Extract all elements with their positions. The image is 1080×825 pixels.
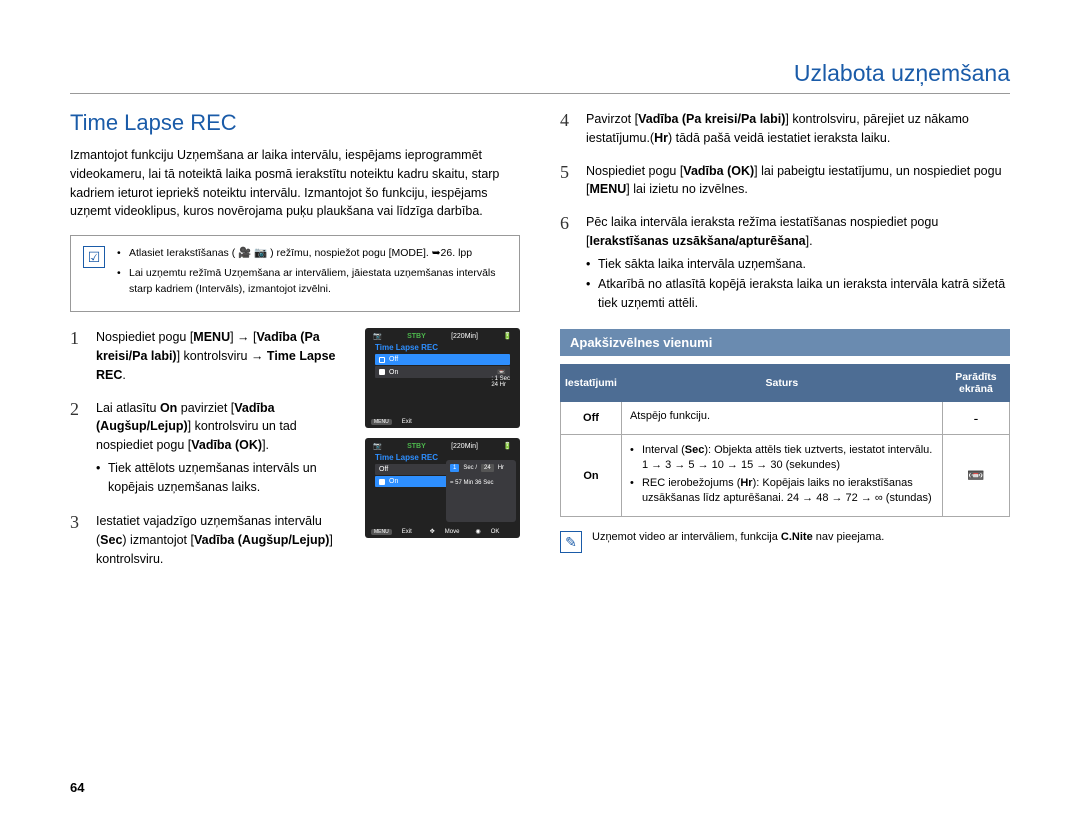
menu-row-off: Off [375, 354, 510, 365]
step-number: 2 [70, 399, 86, 499]
menu-row-on: On📼: 1 Sec24 Hr [375, 366, 510, 378]
table-row: On Interval (Sec): Objekta attēls tiek u… [561, 434, 1010, 517]
step-body: Pavirzot [Vadība (Pa kreisi/Pa labi)] ko… [586, 110, 1010, 148]
overlay-panel: 1Sec /24Hr = 57 Min 36 Sec [446, 460, 516, 522]
sub-item: Atkarībā no atlasītā kopējā ieraksta lai… [586, 275, 1010, 313]
note-list: Atlasiet Ierakstīšanas ( 🎥 📷 ) režīmu, n… [117, 246, 507, 301]
screenshots: 📷 STBY [220Min] 🔋 Time Lapse REC Off On📼… [365, 328, 520, 538]
footnote: ✎ Uzņemot video ar intervāliem, funkcija… [560, 531, 1010, 553]
step-number: 5 [560, 162, 576, 200]
step-body: Nospiediet pogu [Vadība (OK)] lai pabeig… [586, 162, 1010, 200]
step-2: 2 Lai atlasītu On pavirziet [Vadība (Aug… [70, 399, 355, 499]
step-body: Pēc laika intervāla ieraksta režīma iest… [586, 213, 1010, 315]
camera-screen-1: 📷 STBY [220Min] 🔋 Time Lapse REC Off On📼… [365, 328, 520, 428]
content-columns: Time Lapse REC Izmantojot funkciju Uzņem… [70, 110, 1010, 583]
settings-table: Iestatījumi Saturs Parādīts ekrānā Off A… [560, 364, 1010, 518]
step-number: 6 [560, 213, 576, 315]
left-steps: 1 Nospiediet pogu [MENU] → [Vadība (Pa k… [70, 328, 355, 582]
note-item: Atlasiet Ierakstīšanas ( 🎥 📷 ) režīmu, n… [117, 246, 507, 262]
step-6: 6 Pēc laika intervāla ieraksta režīma ie… [560, 213, 1010, 315]
step-body: Iestatiet vajadzīgo uzņemšanas intervālu… [96, 512, 355, 568]
step-body: Nospiediet pogu [MENU] → [Vadība (Pa kre… [96, 328, 355, 384]
left-column: Time Lapse REC Izmantojot funkciju Uzņem… [70, 110, 520, 583]
sub-item: Tiek attēlots uzņemšanas intervāls un ko… [96, 459, 355, 497]
step-number: 1 [70, 328, 86, 384]
step-1: 1 Nospiediet pogu [MENU] → [Vadība (Pa k… [70, 328, 355, 384]
submenu-title: Apakšizvēlnes vienumi [560, 329, 1010, 356]
page-header: Uzlabota uzņemšana [70, 60, 1010, 94]
intro-text: Izmantojot funkciju Uzņemšana ar laika i… [70, 146, 520, 221]
step-number: 4 [560, 110, 576, 148]
step-3: 3 Iestatiet vajadzīgo uzņemšanas intervā… [70, 512, 355, 568]
note-item: Lai uzņemtu režīmā Uzņemšana ar intervāl… [117, 266, 507, 298]
info-icon: ✎ [560, 531, 582, 553]
chapter-title: Uzlabota uzņemšana [794, 60, 1010, 86]
note-box: ☑ Atlasiet Ierakstīšanas ( 🎥 📷 ) režīmu,… [70, 235, 520, 312]
step-number: 3 [70, 512, 86, 568]
page-number: 64 [70, 780, 84, 795]
step-5: 5 Nospiediet pogu [Vadība (OK)] lai pabe… [560, 162, 1010, 200]
th-icon: Parādīts ekrānā [942, 364, 1009, 401]
step-body: Lai atlasītu On pavirziet [Vadība (Augšu… [96, 399, 355, 499]
table-row: Off Atspējo funkciju. - [561, 401, 1010, 434]
section-title: Time Lapse REC [70, 110, 520, 136]
th-setting: Iestatījumi [561, 364, 622, 401]
sub-item: Tiek sākta laika intervāla uzņemšana. [586, 255, 1010, 274]
step-4: 4 Pavirzot [Vadība (Pa kreisi/Pa labi)] … [560, 110, 1010, 148]
check-icon: ☑ [83, 246, 105, 268]
right-column: 4 Pavirzot [Vadība (Pa kreisi/Pa labi)] … [560, 110, 1010, 583]
th-content: Saturs [621, 364, 942, 401]
camera-screen-2: 📷 STBY [220Min] 🔋 Time Lapse REC Off On … [365, 438, 520, 538]
